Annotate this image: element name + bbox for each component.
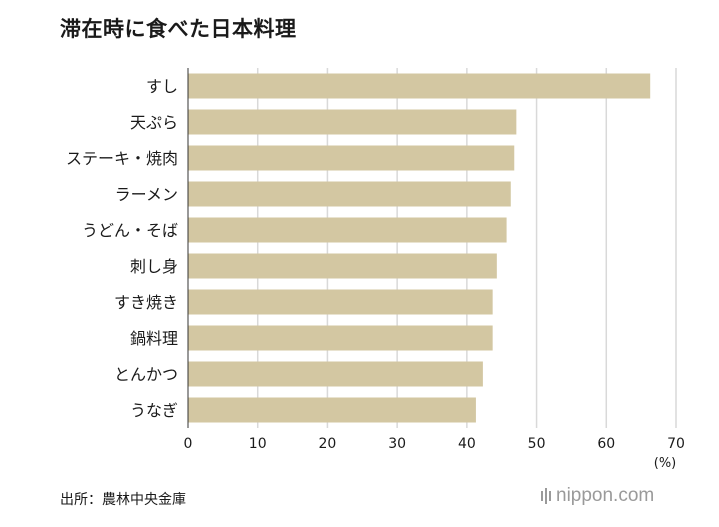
x-tick-label: 70 <box>667 436 685 452</box>
x-tick-label: 30 <box>388 436 406 452</box>
bar-5 <box>188 253 497 279</box>
category-label: 天ぷら <box>130 113 178 132</box>
category-label: ラーメン <box>115 185 178 204</box>
x-tick-label: 50 <box>528 436 546 452</box>
chart-title: 滞在時に食べた日本料理 <box>60 17 297 41</box>
x-tick-label: 10 <box>249 436 267 452</box>
bar-3 <box>188 181 511 207</box>
bar-0 <box>188 73 651 99</box>
bar-8 <box>188 361 483 387</box>
category-label: すし <box>146 77 178 96</box>
logo-text: nippon.com <box>556 485 655 506</box>
source-note: 出所：農林中央金庫 <box>60 492 186 508</box>
x-unit-label: (%) <box>654 456 677 471</box>
category-label: 刺し身 <box>130 257 178 276</box>
category-label: とんかつ <box>114 365 178 384</box>
bar-2 <box>188 145 515 171</box>
category-label: ステーキ・焼肉 <box>66 149 178 168</box>
x-tick-label: 20 <box>319 436 337 452</box>
x-tick-label: 40 <box>458 436 476 452</box>
category-label: 鍋料理 <box>130 329 178 348</box>
bars <box>188 73 651 423</box>
bar-7 <box>188 325 493 351</box>
bar-6 <box>188 289 493 315</box>
bar-1 <box>188 109 517 135</box>
nippon-logo-icon <box>541 488 551 504</box>
x-tick-labels: 0 10 20 30 40 50 60 70 <box>184 436 685 452</box>
category-label: うなぎ <box>130 401 178 420</box>
bar-4 <box>188 217 507 243</box>
x-tick-label: 60 <box>597 436 615 452</box>
bar-9 <box>188 397 476 423</box>
category-label: すき焼き <box>114 293 178 312</box>
nippon-logo: nippon.com <box>541 485 654 507</box>
x-tick-label: 0 <box>184 436 193 452</box>
category-label: うどん・そば <box>82 221 178 240</box>
